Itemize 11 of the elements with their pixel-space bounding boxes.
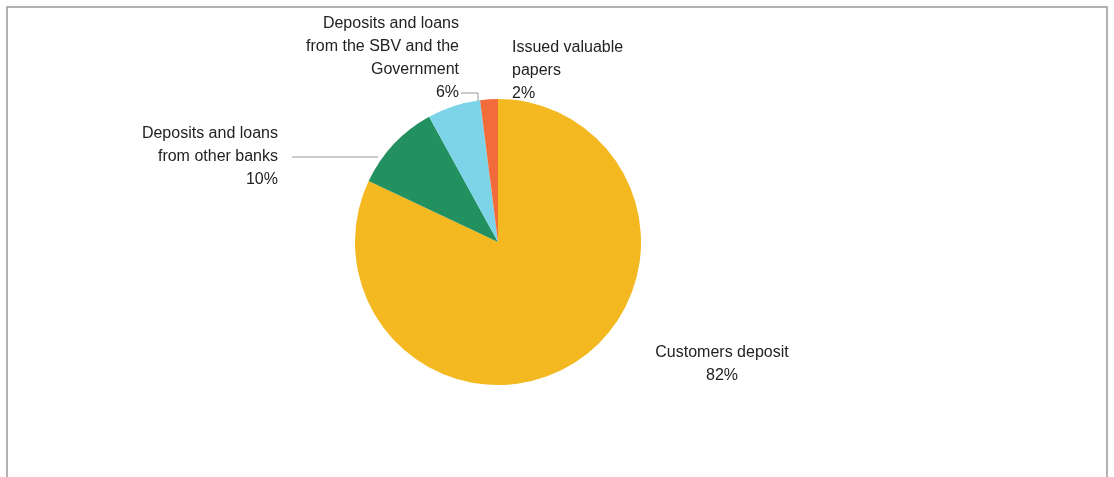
data-label: 10%: [245, 170, 278, 187]
pie-slice: [368, 116, 498, 242]
slice-label: Deposits and loans from the SBV and the Government: [306, 14, 460, 77]
pie-slice: [429, 100, 498, 242]
data-label: 82%: [705, 366, 739, 383]
slice-label: Issued valuable papers: [512, 38, 624, 78]
slice-label: Customers deposit: [655, 343, 790, 360]
data-label: 2%: [512, 84, 536, 101]
data-label: 6%: [435, 83, 459, 100]
slice-label: Deposits and loans from other banks: [141, 124, 278, 164]
pie-slice: [355, 99, 641, 385]
